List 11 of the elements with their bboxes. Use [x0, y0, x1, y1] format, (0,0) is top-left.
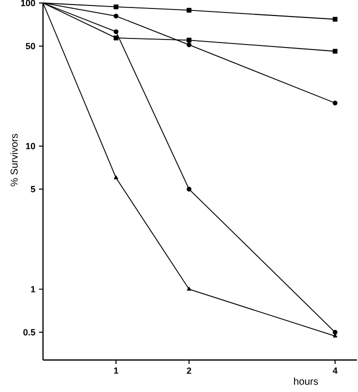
y-tick-label: 50 — [26, 42, 36, 50]
x-tick-label: 2 — [186, 368, 192, 374]
y-tick-label: 100 — [21, 0, 36, 6]
x-axis-title: hours — [294, 378, 318, 385]
y-tick-label: 10 — [26, 142, 36, 150]
x-tick-label: 4 — [332, 368, 338, 374]
x-tick-label: 1 — [114, 368, 118, 374]
y-tick-label: 5 — [30, 186, 36, 192]
y-tick-label: 1 — [31, 286, 36, 292]
y-axis-title: % Survivors — [10, 134, 18, 186]
y-tick-label: 0.5 — [23, 329, 36, 336]
